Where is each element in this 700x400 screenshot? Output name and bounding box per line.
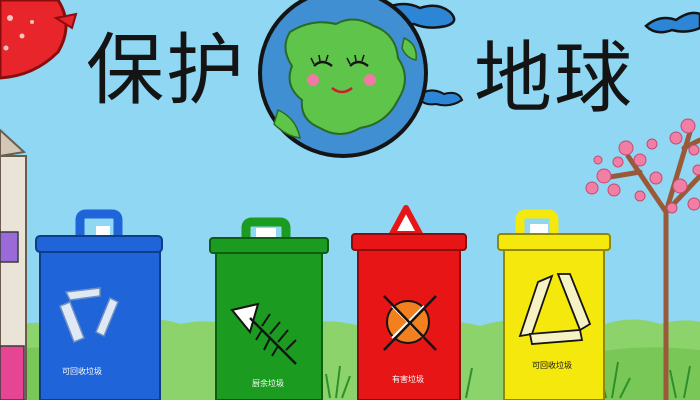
earth-globe [258, 0, 428, 158]
fish-bone-icon [230, 302, 297, 365]
bin-yellow [497, 209, 611, 400]
bin-green [209, 217, 329, 400]
bin-red-label: 有害垃圾 [392, 375, 424, 384]
house-window-purple [0, 231, 19, 263]
blossom-tree [585, 118, 700, 400]
sun [0, 0, 78, 80]
recycle-triangle-icon [518, 273, 592, 345]
bin-green-label: 厨余垃圾 [252, 379, 284, 388]
title-left: 保护 [86, 26, 247, 116]
bin-blue-label: 可回收垃圾 [62, 367, 102, 376]
cloud-top-right [644, 11, 700, 34]
title-right: 地球 [474, 34, 635, 124]
house-door-pink [0, 345, 25, 400]
hazard-icon [383, 295, 437, 351]
recycle-icon [59, 287, 119, 343]
bin-yellow-label: 可回收垃圾 [532, 361, 572, 370]
bin-blue [35, 209, 163, 400]
bin-red [351, 205, 467, 400]
house [0, 128, 27, 400]
